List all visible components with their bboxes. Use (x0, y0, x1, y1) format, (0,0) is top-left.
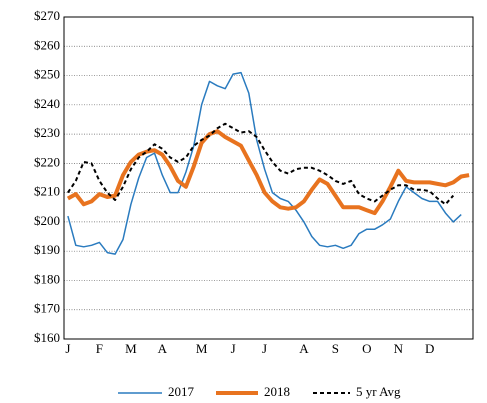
plot-border (63, 16, 474, 340)
y-tick-label: $270 (34, 8, 60, 23)
y-tick-label: $160 (34, 330, 60, 345)
x-tick-label: M (125, 341, 137, 356)
y-tick-label: $210 (34, 184, 60, 199)
series-line (67, 122, 455, 206)
x-tick-label: J (231, 341, 236, 356)
x-tick-label: F (96, 341, 103, 356)
y-tick-label: $230 (34, 125, 60, 140)
x-tick-label: J (262, 341, 267, 356)
y-tick-label: $240 (34, 96, 60, 111)
y-tick-label: $200 (34, 213, 60, 228)
x-tick-label: J (65, 341, 70, 356)
x-tick-label: S (332, 341, 339, 356)
legend-label: 5 yr Avg (356, 384, 401, 399)
y-tick-label: $260 (34, 37, 60, 52)
y-tick-label: $170 (34, 301, 60, 316)
legend-label: 2017 (168, 384, 195, 399)
x-tick-label: N (394, 341, 404, 356)
y-tick-label: $250 (34, 67, 60, 82)
x-tick-label: A (158, 341, 168, 356)
x-tick-label: A (299, 341, 309, 356)
y-tick-label: $190 (34, 242, 60, 257)
y-tick-label: $180 (34, 271, 60, 286)
y-tick-label: $220 (34, 154, 60, 169)
x-tick-label: M (196, 341, 208, 356)
x-tick-label: D (425, 341, 434, 356)
x-tick-label: O (362, 341, 371, 356)
legend-label: 2018 (264, 384, 290, 399)
series-line (66, 129, 470, 216)
series-line (67, 71, 462, 255)
